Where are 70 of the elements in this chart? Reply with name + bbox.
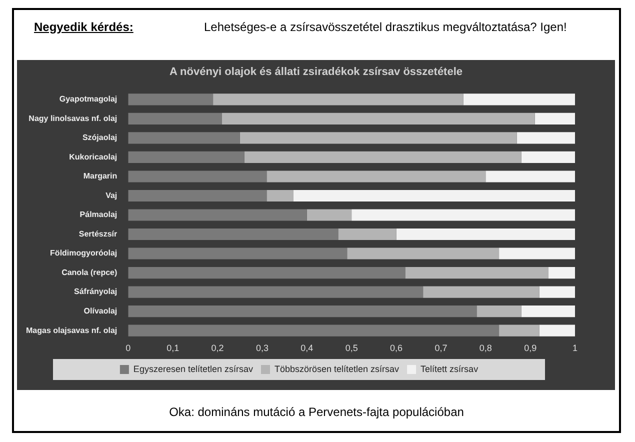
x-tick-label: 0,4: [300, 343, 314, 354]
y-tick-label: Pálmaolaj: [80, 210, 118, 220]
bar: [128, 170, 267, 182]
x-tick-label: 0,9: [524, 343, 537, 354]
legend-label: Egyszeresen telítetlen zsírsav: [133, 364, 254, 374]
bar: [423, 286, 540, 298]
bar: [539, 324, 575, 336]
bar: [463, 94, 575, 106]
bar: [266, 190, 294, 202]
bar: [347, 248, 500, 260]
bar: [128, 94, 214, 106]
bar: [293, 190, 575, 202]
bar: [222, 112, 535, 124]
y-tick-label: Sertészsír: [78, 229, 118, 238]
bar: [352, 209, 575, 221]
x-tick-label: 0,6: [390, 343, 403, 354]
bar: [213, 94, 464, 106]
y-tick-label: Olívaolaj: [84, 306, 118, 316]
y-tick-label: Magas olajsavas nf. olaj: [26, 326, 118, 335]
bar: [128, 306, 477, 318]
y-tick-label: Gyapotmagolaj: [59, 94, 118, 104]
bar: [476, 306, 522, 318]
bar: [128, 324, 500, 336]
y-tick-label: Földimogyoróolaj: [50, 248, 118, 258]
y-tick-label: Vaj: [106, 190, 118, 200]
bar: [128, 286, 424, 298]
y-tick-label: Nagy linolsavas nf. olaj: [28, 114, 118, 123]
x-tick-label: 0,2: [211, 343, 224, 354]
x-tick-label: 0,5: [345, 343, 358, 354]
chart-title: A növényi olajok és állati zsiradékok zsírsav összetétele: [168, 66, 464, 78]
bar: [405, 267, 548, 279]
x-tick-label: 1: [572, 343, 578, 354]
bar: [128, 132, 240, 144]
text: Lehetséges-e a zsírsavösszetétel drasztikus megváltoztatása? Igen!: [204, 20, 568, 34]
bar: [338, 228, 396, 240]
y-tick-label: Kukoricaolaj: [69, 152, 118, 162]
legend-label: Többszörösen telítetlen zsírsav: [274, 364, 400, 374]
bar: [534, 112, 575, 124]
bar: [128, 228, 338, 240]
bar: [128, 112, 222, 124]
x-tick-label: 0,7: [434, 343, 448, 354]
bar: [499, 248, 575, 260]
x-tick-label: 0,1: [166, 343, 180, 354]
y-tick-label: Canola (repce): [62, 268, 118, 277]
x-tick-label: 0,8: [479, 343, 492, 354]
x-tick-label: 0: [126, 343, 131, 354]
bar: [548, 267, 575, 279]
bar: [128, 267, 406, 279]
bar: [128, 209, 307, 221]
bar: [244, 151, 522, 163]
x-tick-label: 0,3: [256, 343, 268, 354]
legend-label: Telített zsírsav: [420, 364, 479, 374]
y-tick-label: Margarin: [83, 172, 118, 181]
bar: [396, 228, 575, 240]
bar: [128, 190, 267, 202]
y-tick-label: Szójaolaj: [82, 133, 118, 142]
bar: [128, 248, 348, 260]
text: Negyedik kérdés:: [34, 20, 134, 34]
bar: [499, 324, 540, 336]
y-tick-label: Sáfrányolaj: [74, 287, 118, 296]
text: Oka: domináns mutáció a Pervenets-fajta populációban: [168, 405, 465, 419]
bar: [516, 132, 575, 144]
bar: [306, 209, 352, 221]
bar: [128, 151, 244, 163]
bar: [266, 170, 486, 182]
bar: [240, 132, 517, 144]
bar: [539, 286, 575, 298]
bar: [486, 170, 575, 182]
bar: [521, 151, 575, 163]
bar: [521, 306, 575, 318]
